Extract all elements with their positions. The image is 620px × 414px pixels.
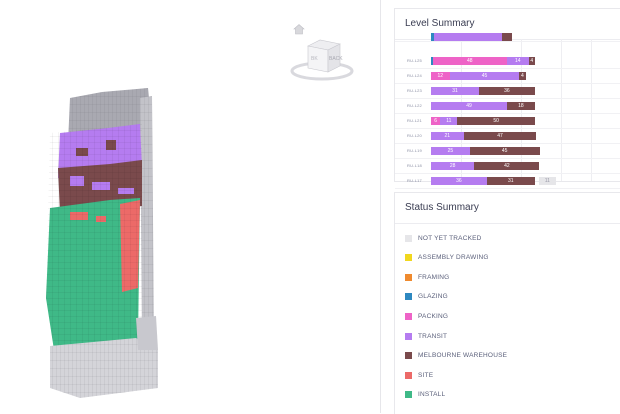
level-bar[interactable]: 6 11 50 [431, 117, 535, 125]
level-row[interactable]: RU-L24 12 45 4 [395, 69, 620, 84]
legend-label: NOT YET TRACKED [418, 234, 482, 242]
bar-segment-melbourne-warehouse[interactable]: 47 [463, 132, 537, 140]
bar-segment-packing[interactable]: 12 [431, 72, 450, 80]
legend-swatch [405, 332, 412, 340]
legend-label: FRAMING [418, 273, 450, 281]
home-icon[interactable] [293, 23, 305, 35]
level-bar[interactable] [431, 33, 512, 41]
legend-swatch [405, 391, 412, 399]
bar-segment-melbourne-warehouse[interactable]: 4 [519, 72, 526, 80]
bar-segment-transit[interactable]: 25 [431, 147, 470, 155]
bar-segment-melbourne-warehouse[interactable]: 18 [506, 102, 535, 110]
level-row[interactable]: RU-L17 36 31 11 [395, 174, 620, 189]
legend-item-install[interactable]: INSTALL [405, 388, 445, 402]
level-bar[interactable]: 25 45 [431, 147, 540, 155]
legend-item-packing[interactable]: PACKING [405, 309, 448, 323]
bar-segment-melbourne-warehouse[interactable]: 45 [469, 147, 540, 155]
bar-segment-packing[interactable]: 6 [431, 117, 441, 125]
legend-item-glazing[interactable]: GLAZING [405, 290, 448, 304]
level-row[interactable]: RU-L25 48 14 4 [395, 54, 620, 69]
legend-label: PACKING [418, 312, 449, 320]
bar-segment-transit[interactable]: 21 [431, 132, 464, 140]
level-row[interactable]: RU-L22 49 18 [395, 99, 620, 114]
bar-segment-melbourne-warehouse[interactable]: 42 [474, 162, 540, 170]
level-label: RU-L24 [407, 73, 422, 78]
legend-item-transit[interactable]: TRANSIT [405, 329, 447, 343]
legend-item-melbourne-warehouse[interactable]: MELBOURNE WAREHOUSE [405, 349, 507, 363]
level-bar[interactable]: 21 47 [431, 132, 537, 140]
legend-item-framing[interactable]: FRAMING [405, 270, 449, 284]
level-bar[interactable]: 28 42 [431, 162, 540, 170]
status-summary-title: Status Summary [395, 193, 620, 224]
legend-item-site[interactable]: SITE [405, 368, 433, 382]
legend-label: TRANSIT [418, 332, 448, 340]
level-bar[interactable]: 48 14 4 [431, 57, 535, 65]
level-row[interactable]: RU-L23 31 36 [395, 84, 620, 99]
level-bar[interactable]: 31 36 [431, 87, 535, 95]
legend-item-assembly-drawing[interactable]: ASSEMBLY DRAWING [405, 251, 489, 265]
status-summary-panel: Status Summary NOT YET TRACKED ASSEMBLY D… [394, 192, 620, 414]
building-model[interactable] [40, 88, 180, 406]
level-row[interactable]: RU-L18 28 42 [395, 159, 620, 174]
viewcube-face-left: BK [311, 56, 318, 62]
bar-segment-transit[interactable]: 14 [506, 57, 529, 65]
level-label: RU-L20 [407, 133, 422, 138]
legend-label: ASSEMBLY DRAWING [418, 254, 489, 262]
legend-item-not-yet-tracked[interactable]: NOT YET TRACKED [405, 231, 482, 245]
bar-segment-transit[interactable]: 28 [431, 162, 475, 170]
legend-label: INSTALL [418, 391, 446, 399]
bar-segment-melbourne-warehouse[interactable]: 36 [479, 87, 535, 95]
viewcube[interactable]: BK BACK [290, 38, 360, 88]
panel-divider [380, 0, 381, 413]
level-summary-panel: Level Summary RU-L25 48 14 4 RU-L24 12 45 4 RU-L… [394, 8, 620, 189]
legend-swatch [405, 371, 412, 379]
bar-segment-melbourne-warehouse[interactable]: 31 [486, 177, 535, 185]
level-label: RU-L18 [407, 163, 422, 168]
legend-swatch [405, 254, 412, 262]
level-row[interactable] [395, 33, 620, 42]
bar-segment-transit[interactable]: 11 [440, 117, 458, 125]
level-label: RU-L22 [407, 103, 422, 108]
bar-segment-transit[interactable]: 31 [431, 87, 480, 95]
legend-label: MELBOURNE WAREHOUSE [418, 352, 508, 360]
bar-segment-transit[interactable]: 45 [449, 72, 520, 80]
bar-segment-transit[interactable]: 36 [431, 177, 487, 185]
grid-line [591, 39, 592, 181]
legend-swatch [405, 234, 412, 242]
level-bar[interactable]: 36 31 11 [431, 177, 556, 185]
level-label: RU-L19 [407, 148, 422, 153]
bar-segment-packing[interactable]: 48 [432, 57, 507, 65]
bar-segment-melbourne-warehouse[interactable] [502, 33, 512, 41]
level-label: RU-L17 [407, 178, 422, 183]
model-viewer[interactable]: BK BACK [0, 0, 380, 413]
legend-label: SITE [418, 371, 434, 379]
bar-segment-transit[interactable] [434, 33, 503, 41]
viewcube-face-right: BACK [329, 56, 343, 62]
legend-swatch [405, 312, 412, 320]
bar-segment-glazing[interactable] [431, 33, 435, 41]
level-label: RU-L25 [407, 58, 422, 63]
grid-line [461, 39, 462, 181]
level-label: RU-L21 [407, 118, 422, 123]
grid-line [521, 39, 522, 181]
bar-segment-melbourne-warehouse[interactable]: 50 [457, 117, 535, 125]
bar-segment-transit[interactable]: 49 [431, 102, 507, 110]
legend-swatch [405, 352, 412, 360]
grid-line [561, 39, 562, 181]
level-label: RU-L23 [407, 88, 422, 93]
bar-segment-melbourne-warehouse[interactable]: 4 [528, 57, 535, 65]
legend-label: GLAZING [418, 293, 448, 301]
level-row[interactable]: RU-L19 25 45 [395, 144, 620, 159]
bar-segment-glazing[interactable] [431, 57, 433, 65]
level-row[interactable]: RU-L20 21 47 [395, 129, 620, 144]
level-bar[interactable]: 12 45 4 [431, 72, 526, 80]
level-bar[interactable]: 49 18 [431, 102, 535, 110]
level-row[interactable]: RU-L21 6 11 50 [395, 114, 620, 129]
bar-segment-not-yet-tracked[interactable]: 11 [538, 177, 556, 185]
legend-swatch [405, 293, 412, 301]
legend-swatch [405, 273, 412, 281]
